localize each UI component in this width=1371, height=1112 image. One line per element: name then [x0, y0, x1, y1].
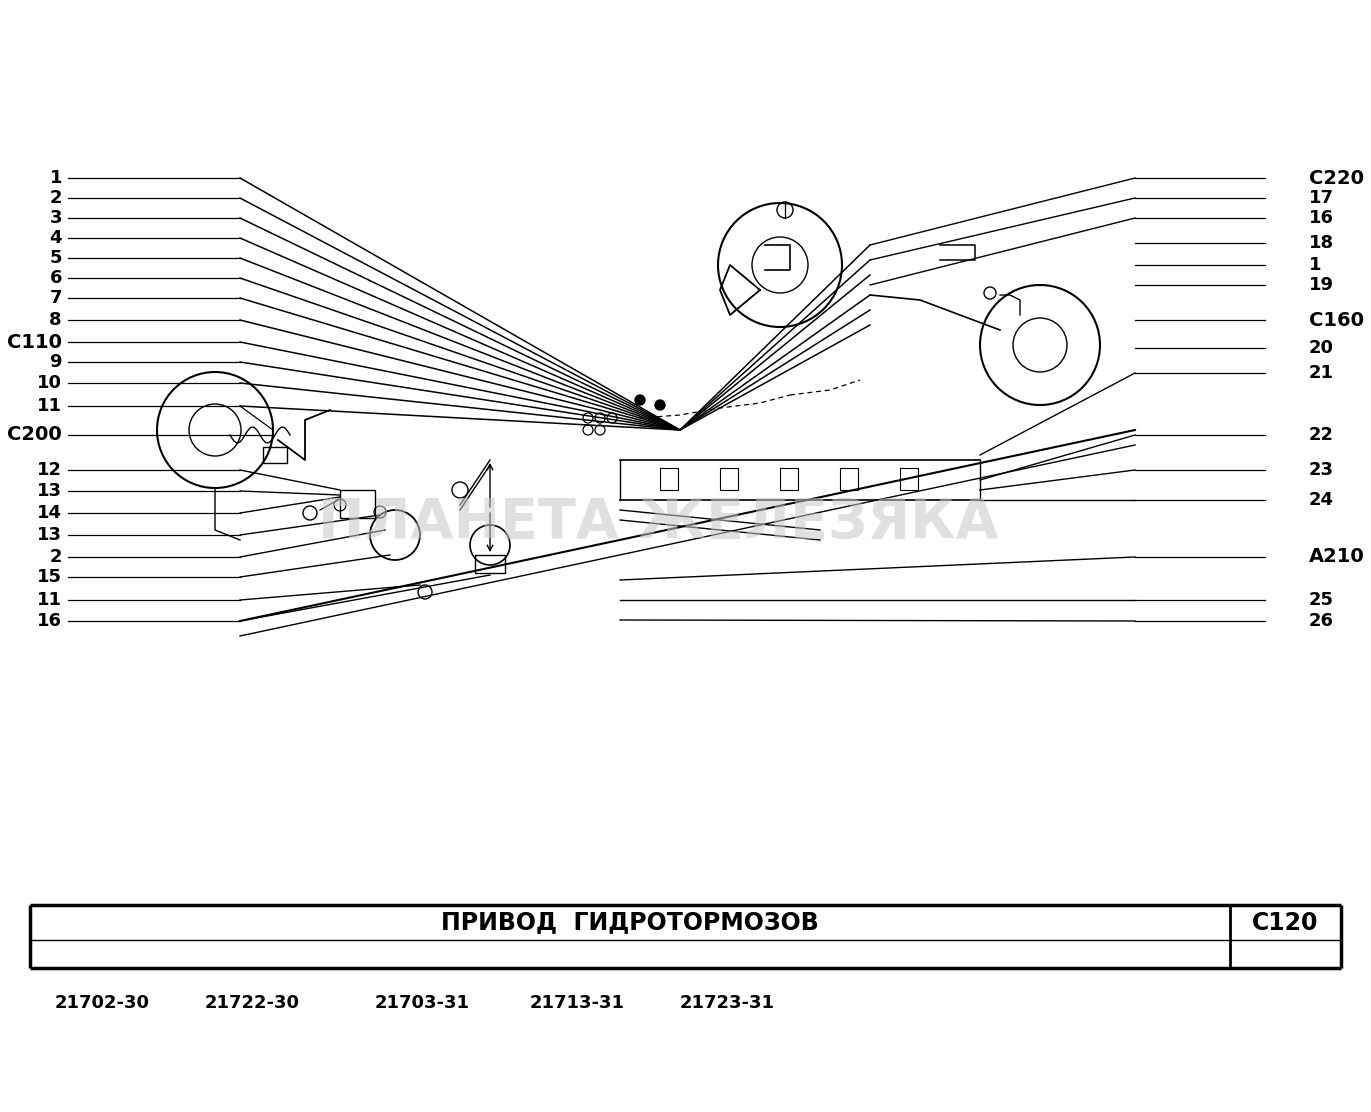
Text: 6: 6 [49, 269, 62, 287]
Text: С220: С220 [1309, 169, 1364, 188]
Text: С160: С160 [1309, 310, 1364, 329]
Bar [474, 555, 505, 573]
Text: 13: 13 [37, 526, 62, 544]
Text: 21702-30: 21702-30 [55, 994, 149, 1012]
Bar [840, 468, 858, 490]
Text: 23: 23 [1309, 461, 1334, 479]
Text: 4: 4 [49, 229, 62, 247]
Bar [263, 447, 287, 463]
Bar [899, 468, 919, 490]
Text: 9: 9 [49, 353, 62, 371]
Text: 16: 16 [1309, 209, 1334, 227]
Text: 15: 15 [37, 568, 62, 586]
Text: 19: 19 [1309, 276, 1334, 294]
Bar [659, 468, 679, 490]
Text: 13: 13 [37, 481, 62, 500]
Bar [340, 490, 376, 518]
Text: 21713-31: 21713-31 [531, 994, 625, 1012]
Text: 8: 8 [49, 311, 62, 329]
Text: 7: 7 [49, 289, 62, 307]
Text: А210: А210 [1309, 547, 1364, 566]
Text: 17: 17 [1309, 189, 1334, 207]
Text: С120: С120 [1252, 911, 1319, 934]
Text: 11: 11 [37, 397, 62, 415]
Text: С110: С110 [7, 332, 62, 351]
Text: 18: 18 [1309, 234, 1334, 252]
Text: 21703-31: 21703-31 [376, 994, 470, 1012]
Circle shape [655, 400, 665, 410]
Text: С200: С200 [7, 426, 62, 445]
Text: 21723-31: 21723-31 [680, 994, 775, 1012]
Text: 21722-30: 21722-30 [206, 994, 300, 1012]
Text: ПЛАНЕТА ЖЕЛЕЗЯКА: ПЛАНЕТА ЖЕЛЕЗЯКА [318, 496, 998, 549]
Text: 10: 10 [37, 374, 62, 393]
Text: 22: 22 [1309, 426, 1334, 444]
Bar [780, 468, 798, 490]
Text: 24: 24 [1309, 492, 1334, 509]
Text: 26: 26 [1309, 612, 1334, 631]
Text: 5: 5 [49, 249, 62, 267]
Text: 1: 1 [49, 169, 62, 187]
Text: 3: 3 [49, 209, 62, 227]
Text: 16: 16 [37, 612, 62, 631]
Text: 20: 20 [1309, 339, 1334, 357]
Text: ПРИВОД  ГИДРОТОРМОЗОВ: ПРИВОД ГИДРОТОРМОЗОВ [441, 911, 818, 934]
Circle shape [635, 395, 644, 405]
Text: 12: 12 [37, 461, 62, 479]
Text: 14: 14 [37, 504, 62, 522]
Text: 25: 25 [1309, 590, 1334, 609]
Bar [720, 468, 738, 490]
Text: 11: 11 [37, 590, 62, 609]
Text: 2: 2 [49, 189, 62, 207]
Text: 2: 2 [49, 548, 62, 566]
Text: 21: 21 [1309, 364, 1334, 383]
Text: 1: 1 [1309, 256, 1322, 274]
